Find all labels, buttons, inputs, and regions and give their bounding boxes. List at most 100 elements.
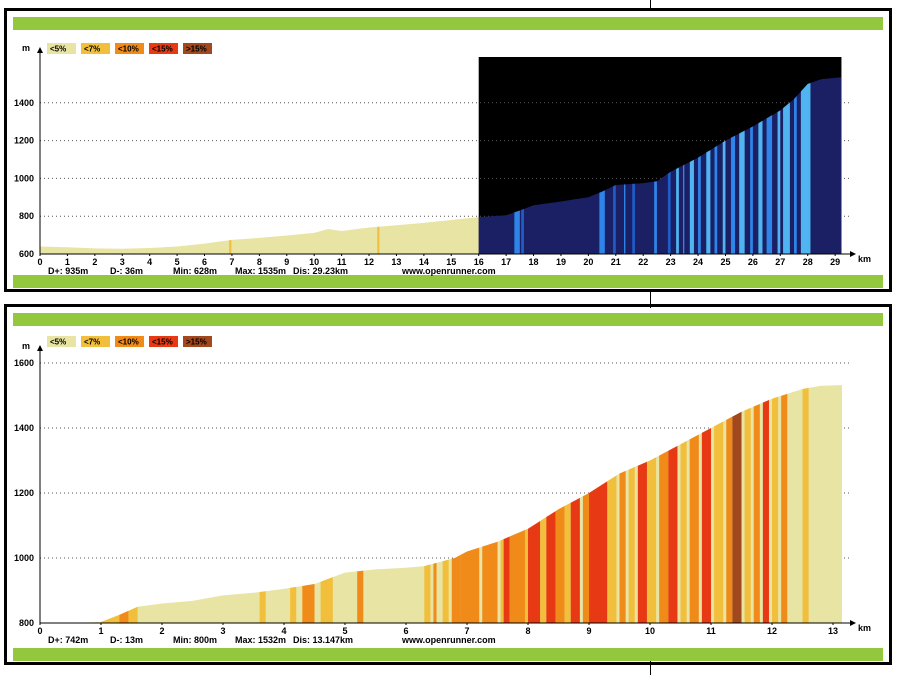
x-tick-label: 11 — [706, 626, 716, 636]
legend-label: <15% — [152, 338, 173, 347]
x-tick-label: 13 — [828, 626, 838, 636]
x-tick-label: 9 — [587, 626, 592, 636]
gradient-segment — [701, 428, 712, 623]
y-tick-label: 800 — [19, 618, 34, 628]
x-tick-label: 0 — [37, 626, 42, 636]
gradient-segment — [302, 584, 315, 623]
highlight-segment — [777, 110, 781, 254]
watermark: www.openrunner.com — [401, 635, 496, 645]
x-unit-label: km — [858, 623, 871, 633]
y-tick-label: 1400 — [14, 423, 34, 433]
x-tick-label: 5 — [175, 257, 180, 267]
x-tick-label: 10 — [645, 626, 655, 636]
divider-line — [650, 0, 651, 10]
x-tick-label: 23 — [666, 257, 676, 267]
legend-swatch — [47, 43, 76, 54]
divider-line — [650, 290, 651, 308]
highlight-segment — [514, 210, 520, 254]
gradient-segment — [128, 606, 138, 623]
x-tick-label: 8 — [257, 257, 262, 267]
gradient-segment — [528, 520, 541, 623]
y-tick-label: 1000 — [14, 173, 34, 183]
divider-line — [650, 661, 651, 675]
highlight-segment — [714, 145, 718, 254]
highlight-segment — [613, 185, 616, 254]
gradient-segment — [744, 407, 751, 623]
gradient-segment — [628, 467, 635, 623]
gradient-segment — [442, 559, 449, 623]
stat-dplus: D+: 742m — [48, 635, 88, 645]
y-tick-label: 1400 — [14, 98, 34, 108]
y-axis-arrow — [37, 345, 43, 351]
x-tick-label: 22 — [638, 257, 648, 267]
x-tick-label: 24 — [693, 257, 703, 267]
gradient-segment — [433, 562, 437, 623]
x-tick-label: 3 — [220, 626, 225, 636]
stat-dminus: D-: 36m — [110, 266, 143, 276]
x-tick-label: 6 — [202, 257, 207, 267]
x-tick-label: 28 — [803, 257, 813, 267]
highlight-segment — [624, 184, 626, 254]
y-unit-label: m — [22, 43, 30, 53]
gradient-segment — [589, 481, 608, 623]
x-tick-label: 12 — [364, 257, 374, 267]
x-tick-label: 20 — [583, 257, 593, 267]
x-tick-label: 21 — [611, 257, 621, 267]
gradient-segment — [524, 528, 529, 623]
y-tick-label: 1600 — [14, 358, 34, 368]
x-tick-label: 5 — [343, 626, 348, 636]
gradient-segment — [753, 403, 760, 623]
x-tick-label: 7 — [229, 257, 234, 267]
footer-band — [13, 275, 883, 288]
highlight-segment — [706, 149, 711, 254]
gradient-segment — [320, 577, 333, 623]
gradient-segment — [460, 547, 480, 623]
legend-swatch — [183, 43, 212, 54]
legend-label: <15% — [152, 45, 173, 54]
x-tick-label: 12 — [767, 626, 777, 636]
elevation-panel-2: 800 1000 1200 1400 1600 0 1 2 3 4 5 6 7 8 9 10 11 12 13 m km… — [4, 304, 892, 665]
gradient-segment — [101, 614, 120, 623]
gradient-segment — [646, 457, 657, 623]
legend-label: <7% — [84, 338, 100, 347]
legend-label: <7% — [84, 45, 100, 54]
highlight-segment — [632, 183, 635, 254]
x-tick-label: 10 — [309, 257, 319, 267]
x-tick-label: 3 — [120, 257, 125, 267]
x-tick-label: 8 — [526, 626, 531, 636]
x-axis-arrow — [850, 251, 856, 257]
gradient-segment — [726, 416, 733, 623]
y-tick-label: 600 — [19, 249, 34, 259]
highlight-segment — [698, 155, 701, 254]
gradient-segment — [482, 541, 498, 623]
x-tick-label: 0 — [37, 257, 42, 267]
x-tick-label: 2 — [92, 257, 97, 267]
x-tick-label: 26 — [748, 257, 758, 267]
gradient-segment — [680, 441, 687, 623]
stat-max: Max: 1535m — [235, 266, 286, 276]
x-tick-label: 13 — [391, 257, 401, 267]
stat-min: Min: 628m — [173, 266, 217, 276]
gradient-segment — [357, 570, 364, 623]
x-tick-label: 1 — [65, 257, 70, 267]
gradient-segment — [424, 564, 431, 623]
gradient-segment — [546, 511, 556, 623]
stat-dminus: D-: 13m — [110, 635, 143, 645]
stat-max: Max: 1532m — [235, 635, 286, 645]
elevation-area — [40, 217, 479, 254]
highlight-segment — [676, 167, 679, 254]
legend-label: >15% — [186, 45, 207, 54]
highlight-segment — [766, 115, 773, 254]
x-tick-label: 9 — [284, 257, 289, 267]
highlight-segment — [682, 164, 685, 254]
legend-swatch — [47, 336, 76, 347]
x-tick-label: 18 — [529, 257, 539, 267]
legend-swatch — [183, 336, 212, 347]
footer-band — [13, 648, 883, 661]
y-tick-label: 800 — [19, 211, 34, 221]
x-tick-label: 2 — [159, 626, 164, 636]
gradient-segment — [619, 470, 626, 623]
elevation-panel-1: 600 800 1000 1200 1400 0 1 2 3 4 5 6 7 8 9 10 11 12 13 14 15… — [4, 8, 892, 292]
gradient-segment — [732, 411, 742, 623]
